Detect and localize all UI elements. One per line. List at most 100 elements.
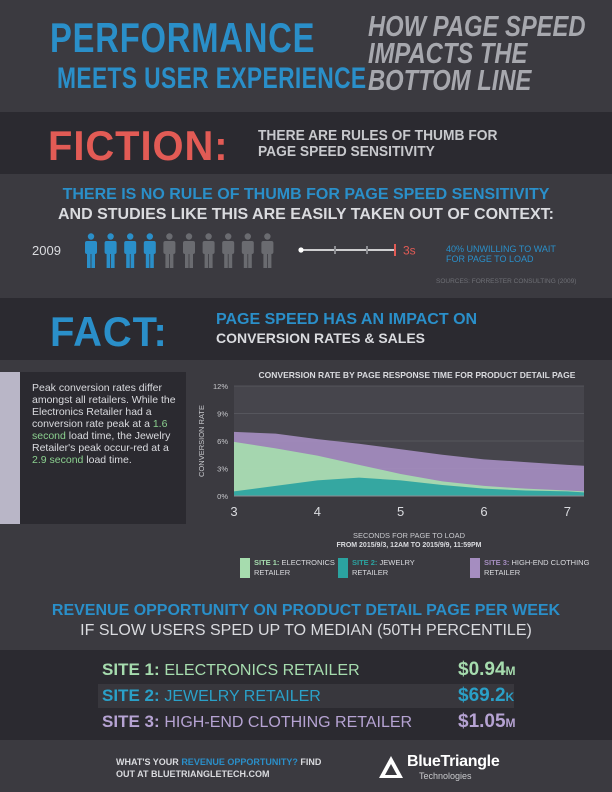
person-icon: [124, 233, 137, 268]
y-tick-label: 6%: [217, 437, 228, 446]
revenue-value: $1.05M: [458, 711, 516, 733]
legend-label: SITE 2: JEWELRY: [352, 558, 415, 567]
rule-subheading: AND STUDIES LIKE THIS ARE EASILY TAKEN O…: [57, 206, 555, 223]
unwilling-line2: FOR PAGE TO LOAD: [446, 254, 534, 264]
revenue-heading: REVENUE OPPORTUNITY ON PRODUCT DETAIL PA…: [51, 602, 561, 619]
legend-label-line2: RETAILER: [484, 568, 521, 577]
revenue-site-label: SITE 2: JEWELRY RETAILER: [102, 686, 321, 706]
legend-label: SITE 3: HIGH-END CLOTHING: [484, 558, 590, 567]
person-icon: [241, 233, 254, 268]
y-tick-label: 0%: [217, 492, 228, 501]
fact-line2: CONVERSION RATES & SALES: [216, 330, 425, 346]
fiction-line2: PAGE SPEED SENSITIVITY: [258, 143, 435, 160]
x-tick-label: 6: [480, 504, 487, 519]
rule-section: THERE IS NO RULE OF THUMB FOR PAGE SPEED…: [0, 174, 612, 298]
revenue-site-number: SITE 2:: [102, 686, 160, 705]
x-tick-label: 7: [564, 504, 571, 519]
note-part2: load time, the Jewelry Retailer's peak o…: [32, 430, 171, 454]
fiction-line1: THERE ARE RULES OF THUMB FOR: [258, 127, 498, 144]
revenue-value: $0.94M: [458, 659, 516, 681]
note-part3: load time.: [83, 454, 132, 466]
person-icon: [85, 233, 97, 268]
revenue-amount: $0.94: [458, 659, 506, 680]
note-highlight-jewelry: 2.9 second: [32, 454, 84, 466]
people-pictogram: [85, 233, 274, 268]
revenue-site-label: SITE 3: HIGH-END CLOTHING RETAILER: [102, 712, 412, 732]
cta-part1: WHAT'S YOUR: [116, 757, 182, 767]
peak-note-box: Peak conversion rates differ amongst all…: [0, 372, 186, 524]
revenue-site-name: JEWELRY RETAILER: [164, 688, 321, 705]
area-series-jewelry-retailer: [234, 477, 584, 496]
revenue-amount: $69.2: [458, 685, 506, 706]
triangle-logo-icon: [379, 756, 403, 778]
timeline-label: 3s: [403, 244, 416, 258]
x-tick-label: 5: [397, 504, 404, 519]
cta-part2: FIND: [297, 757, 322, 767]
fiction-statement: THERE ARE RULES OF THUMB FOR PAGE SPEED …: [258, 128, 497, 160]
revenue-site-number: SITE 1:: [102, 660, 160, 679]
revenue-unit: M: [505, 716, 516, 730]
conversion-chart: CONVERSION RATE BY PAGE RESPONSE TIME FO…: [197, 370, 590, 578]
person-icon: [183, 233, 195, 268]
peak-note-text: Peak conversion rates differ amongst all…: [32, 382, 182, 466]
y-tick-label: 12%: [213, 382, 228, 391]
subtitle-line3: BOTTOM LINE: [368, 65, 532, 97]
subtitle-line2: IMPACTS THE: [368, 38, 528, 70]
sources-note: SOURCES: FORRESTER CONSULTING (2009): [436, 278, 577, 285]
logo-subtitle: Technologies: [419, 771, 472, 781]
page-subtitle: HOW PAGE SPEED IMPACTS THE BOTTOM LINE: [368, 11, 586, 97]
fiction-heading: FICTION:: [48, 122, 229, 169]
unwilling-line1: 40% UNWILLING TO WAIT: [446, 244, 556, 254]
cta-prefix: OUT AT: [116, 769, 151, 779]
person-icon: [163, 233, 176, 268]
x-tick-label: 4: [314, 504, 321, 519]
legend-label: SITE 1: ELECTRONICS: [254, 558, 335, 567]
person-icon: [222, 233, 235, 268]
revenue-row-site2: SITE 2: JEWELRY RETAILER $69.2K: [98, 684, 514, 708]
page-title: PERFORMANCE: [50, 14, 316, 61]
revenue-site-number: SITE 3:: [102, 712, 160, 731]
cta-accent: REVENUE OPPORTUNITY?: [181, 757, 298, 767]
person-icon: [202, 233, 215, 268]
revenue-table: SITE 1: ELECTRONICS RETAILER $0.94M SITE…: [0, 650, 612, 740]
note-highlight-electronics: 1.6 second: [32, 418, 168, 442]
revenue-row-site1: SITE 1: ELECTRONICS RETAILER $0.94M: [98, 658, 516, 682]
legend-label-line2: RETAILER: [352, 568, 389, 577]
unwilling-stat: 40% UNWILLING TO WAIT FOR PAGE TO LOAD: [446, 244, 556, 264]
revenue-value: $69.2K: [458, 685, 514, 707]
revenue-unit: M: [505, 664, 516, 678]
company-logo: BlueTriangle Technologies: [378, 752, 518, 784]
cta-line2: OUT AT BLUETRIANGLETECH.COM: [116, 768, 321, 780]
fact-band: FACT: PAGE SPEED HAS AN IMPACT ON CONVER…: [0, 298, 612, 360]
header: PERFORMANCE MEETS USER EXPERIENCE HOW PA…: [0, 0, 612, 112]
revenue-unit: K: [505, 690, 515, 704]
legend-label-line2: RETAILER: [254, 568, 291, 577]
logo-name: BlueTriangle: [407, 753, 500, 770]
revenue-subheading: IF SLOW USERS SPED UP TO MEDIAN (50TH PE…: [80, 622, 532, 639]
legend-swatch: [240, 558, 250, 578]
person-icon: [143, 233, 156, 268]
page-title-line2: MEETS USER EXPERIENCE: [57, 62, 367, 95]
wait-timeline: 3s: [298, 244, 416, 258]
revenue-site-name: HIGH-END CLOTHING RETAILER: [164, 714, 413, 731]
cta-text: WHAT'S YOUR REVENUE OPPORTUNITY? FIND OU…: [116, 756, 321, 780]
study-year: 2009: [32, 243, 61, 258]
chart-title: CONVERSION RATE BY PAGE RESPONSE TIME FO…: [259, 370, 576, 380]
rule-heading: THERE IS NO RULE OF THUMB FOR PAGE SPEED…: [62, 186, 550, 203]
x-axis-sublabel: FROM 2015/9/3, 12AM TO 2015/9/9, 11:59PM: [336, 542, 481, 549]
fact-line1: PAGE SPEED HAS AN IMPACT ON: [216, 311, 478, 328]
revenue-heading-block: REVENUE OPPORTUNITY ON PRODUCT DETAIL PA…: [0, 592, 612, 650]
revenue-site-label: SITE 1: ELECTRONICS RETAILER: [102, 660, 360, 680]
x-axis-label: SECONDS FOR PAGE TO LOAD: [353, 531, 466, 540]
legend-swatch: [338, 558, 348, 578]
footer: WHAT'S YOUR REVENUE OPPORTUNITY? FIND OU…: [0, 740, 612, 792]
revenue-site-name: ELECTRONICS RETAILER: [164, 662, 360, 679]
cta-url-link[interactable]: BLUETRIANGLETECH.COM: [151, 769, 270, 779]
x-tick-label: 3: [230, 504, 237, 519]
subtitle-line1: HOW PAGE SPEED: [368, 11, 586, 43]
note-accent-bar: [0, 372, 20, 524]
revenue-amount: $1.05: [458, 711, 506, 732]
